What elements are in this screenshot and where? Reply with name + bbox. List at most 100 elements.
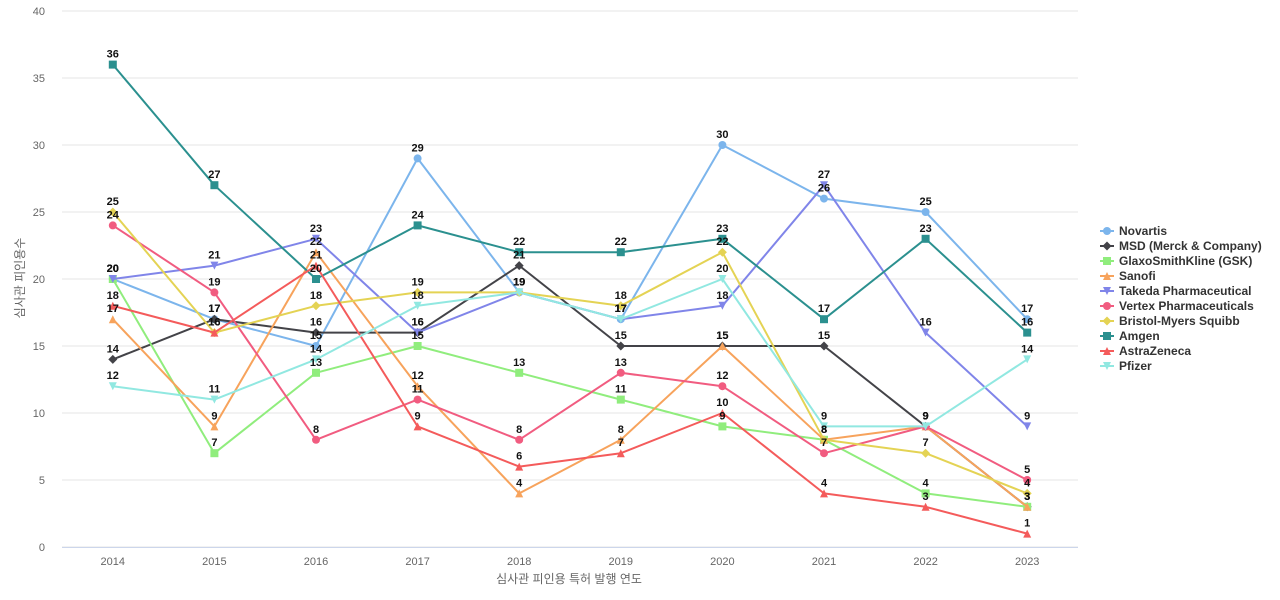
series-line[interactable]	[112, 278, 1028, 428]
data-point[interactable]	[921, 208, 930, 216]
data-point[interactable]	[312, 435, 320, 444]
data-point[interactable]	[413, 301, 422, 310]
series-6[interactable]	[108, 207, 1032, 498]
legend-item[interactable]: GlaxoSmithKline (GSK)	[1100, 254, 1252, 268]
data-point[interactable]	[210, 449, 219, 458]
data-point[interactable]	[820, 315, 828, 324]
series-line[interactable]	[112, 251, 1028, 508]
series-8[interactable]	[108, 261, 1032, 538]
data-point[interactable]	[1023, 529, 1032, 538]
legend-item[interactable]: Vertex Pharmaceuticals	[1100, 299, 1254, 313]
data-point[interactable]	[819, 435, 829, 445]
data-point[interactable]	[1022, 488, 1032, 498]
data-point[interactable]	[108, 354, 118, 364]
data-point[interactable]	[312, 261, 320, 270]
data-point[interactable]	[1023, 328, 1032, 337]
data-point[interactable]	[312, 275, 320, 283]
data-point[interactable]	[718, 422, 727, 431]
data-point[interactable]	[921, 328, 930, 337]
data-point[interactable]	[312, 248, 320, 257]
legend-item[interactable]: AstraZeneca	[1100, 344, 1191, 358]
data-point[interactable]	[108, 207, 118, 217]
data-point[interactable]	[413, 221, 422, 230]
data-point[interactable]	[210, 395, 219, 404]
data-point[interactable]	[921, 502, 930, 511]
series-line[interactable]	[112, 211, 1028, 495]
data-point[interactable]	[718, 382, 727, 391]
data-point[interactable]	[210, 261, 219, 270]
data-point[interactable]	[209, 314, 219, 324]
data-point[interactable]	[1023, 476, 1032, 484]
data-point[interactable]	[1023, 355, 1032, 364]
data-point[interactable]	[515, 368, 524, 377]
data-point[interactable]	[210, 181, 219, 190]
data-point[interactable]	[921, 489, 930, 498]
data-point[interactable]	[108, 315, 117, 324]
legend-item[interactable]: Novartis	[1100, 224, 1167, 238]
series-7[interactable]	[108, 60, 1032, 337]
data-point[interactable]	[413, 328, 422, 337]
series-5[interactable]	[108, 221, 1032, 484]
data-point[interactable]	[108, 301, 117, 310]
data-point[interactable]	[921, 234, 930, 243]
data-point[interactable]	[820, 181, 828, 190]
data-point[interactable]	[311, 328, 321, 338]
data-point[interactable]	[108, 275, 117, 283]
series-line[interactable]	[112, 224, 1028, 481]
data-point[interactable]	[718, 342, 727, 350]
data-point[interactable]	[312, 234, 320, 243]
data-point[interactable]	[108, 60, 117, 69]
data-point[interactable]	[718, 301, 727, 310]
data-point[interactable]	[515, 435, 524, 444]
legend-item[interactable]: Takeda Pharmaceutical	[1100, 284, 1252, 298]
series-line[interactable]	[111, 278, 1028, 508]
data-point[interactable]	[515, 462, 524, 471]
series-3[interactable]	[108, 248, 1032, 511]
series-9[interactable]	[108, 275, 1032, 431]
data-point[interactable]	[718, 275, 727, 283]
data-point[interactable]	[210, 422, 219, 431]
data-point[interactable]	[616, 395, 625, 404]
data-point[interactable]	[514, 261, 524, 271]
data-point[interactable]	[210, 288, 219, 297]
data-point[interactable]	[718, 141, 727, 149]
data-point[interactable]	[108, 221, 117, 230]
data-point[interactable]	[616, 341, 626, 351]
data-point[interactable]	[108, 382, 117, 391]
legend-item[interactable]: Amgen	[1100, 329, 1160, 343]
series-line[interactable]	[112, 264, 1028, 535]
data-point[interactable]	[921, 422, 930, 431]
data-point[interactable]	[311, 301, 321, 311]
data-point[interactable]	[1023, 422, 1032, 431]
data-point[interactable]	[312, 342, 320, 350]
data-point[interactable]	[210, 328, 219, 337]
data-point[interactable]	[921, 448, 931, 458]
legend-item[interactable]: Pfizer	[1100, 359, 1152, 373]
data-point[interactable]	[413, 382, 422, 391]
data-point[interactable]	[413, 422, 422, 431]
series-line[interactable]	[112, 63, 1028, 334]
data-point[interactable]	[515, 489, 524, 498]
data-point[interactable]	[819, 341, 829, 351]
data-point[interactable]	[312, 368, 320, 377]
data-point[interactable]	[413, 395, 422, 404]
data-point[interactable]	[413, 342, 422, 350]
series-0[interactable]	[108, 141, 1032, 350]
data-point[interactable]	[718, 409, 727, 417]
legend-item[interactable]: Bristol-Myers Squibb	[1100, 314, 1240, 328]
data-point[interactable]	[717, 247, 727, 257]
data-point[interactable]	[820, 422, 828, 431]
data-point[interactable]	[820, 194, 828, 203]
data-point[interactable]	[413, 287, 423, 297]
data-point[interactable]	[413, 154, 422, 163]
data-point[interactable]	[312, 355, 320, 364]
data-point[interactable]	[616, 315, 625, 324]
data-point[interactable]	[1023, 502, 1032, 511]
data-point[interactable]	[515, 288, 524, 297]
data-point[interactable]	[616, 301, 626, 311]
legend-item[interactable]: MSD (Merck & Company)	[1100, 239, 1262, 253]
data-point[interactable]	[616, 435, 625, 444]
data-point[interactable]	[1023, 315, 1032, 324]
data-point[interactable]	[718, 234, 727, 243]
